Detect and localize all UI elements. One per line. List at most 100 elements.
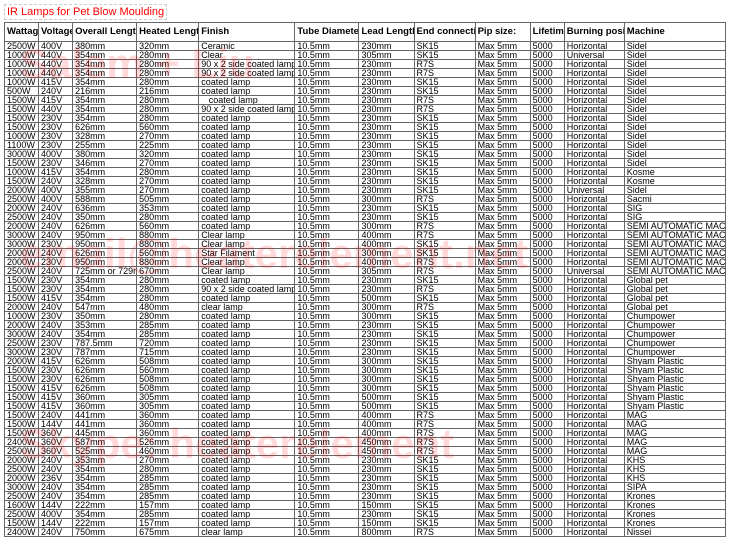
table-cell: coated lamp (199, 447, 295, 456)
table-cell: R7S (414, 411, 475, 420)
table-cell: 10.5mm (295, 330, 359, 339)
table-cell: coated lamp (199, 159, 295, 168)
table-cell: Max 5mm (475, 330, 530, 339)
table-cell: Max 5mm (475, 348, 530, 357)
table-cell: 305mm (137, 393, 199, 402)
table-cell: Max 5mm (475, 267, 530, 276)
table-cell: 3000W (5, 483, 39, 492)
table-cell: 547mm (73, 303, 137, 312)
table-cell: Max 5mm (475, 402, 530, 411)
table-cell: coated lamp (199, 276, 295, 285)
table-cell: coated lamp (199, 87, 295, 96)
table-cell: 5000 (530, 447, 564, 456)
table-row: 1100W230V255mm225mmcoated lamp10.5mm230m… (5, 141, 726, 150)
table-cell: Max 5mm (475, 447, 530, 456)
table-cell: coated lamp (199, 492, 295, 501)
table-cell: Horizontal (564, 258, 624, 267)
table-cell: Shyam Plastic (624, 366, 725, 375)
table-cell: Kosme (624, 168, 725, 177)
table-cell: Max 5mm (475, 312, 530, 321)
table-cell: Kosme (624, 177, 725, 186)
table-cell: 144V (39, 420, 73, 429)
table-cell: coated lamp (199, 321, 295, 330)
table-cell: 90 x 2 side coated lamp (199, 285, 295, 294)
table-header-row: WattageVoltageOverall LengthHeated Lengt… (5, 23, 726, 42)
table-row: 2400W360V587mm526mmcoated lamp10.5mm450m… (5, 438, 726, 447)
table-cell: SK15 (414, 339, 475, 348)
table-cell: 787mm (73, 348, 137, 357)
table-cell: 5000 (530, 78, 564, 87)
table-cell: 526mm (137, 438, 199, 447)
table-cell: Max 5mm (475, 438, 530, 447)
table-cell: 230V (39, 132, 73, 141)
table-cell: 354mm (73, 168, 137, 177)
table-cell: Horizontal (564, 510, 624, 519)
table-cell: 230V (39, 339, 73, 348)
table-cell: 230mm (359, 60, 414, 69)
table-cell: Sidel (624, 186, 725, 195)
table-cell: R7S (414, 429, 475, 438)
table-cell: 240V (39, 492, 73, 501)
table-cell: coated lamp (199, 375, 295, 384)
table-cell: Max 5mm (475, 114, 530, 123)
table-cell: 230mm (359, 456, 414, 465)
table-cell: 5000 (530, 69, 564, 78)
table-cell: Universal (564, 51, 624, 60)
table-cell: coated lamp (199, 168, 295, 177)
table-cell: R7S (414, 258, 475, 267)
table-cell: 285mm (137, 330, 199, 339)
table-cell: 230mm (359, 141, 414, 150)
table-cell: 380mm (73, 150, 137, 159)
table-cell: 320mm (137, 42, 199, 51)
table-cell: 230mm (359, 339, 414, 348)
table-cell: Max 5mm (475, 204, 530, 213)
table-cell: 144V (39, 501, 73, 510)
table-cell: 230mm (359, 132, 414, 141)
table-cell: 230mm (359, 159, 414, 168)
table-cell: 5000 (530, 501, 564, 510)
table-cell: Max 5mm (475, 231, 530, 240)
table-cell: 236V (39, 474, 73, 483)
table-row: 1000W415V354mm280mmcoated lamp10.5mm230m… (5, 78, 726, 87)
table-cell: 400V (39, 195, 73, 204)
table-cell: 150mm (359, 501, 414, 510)
table-cell: 10.5mm (295, 312, 359, 321)
table-row: 1500W230V626mm560mmcoated lamp10.5mm230m… (5, 123, 726, 132)
table-cell: 354mm (73, 96, 137, 105)
table-cell: 3000W (5, 240, 39, 249)
table-cell: 354mm (73, 465, 137, 474)
table-cell: Horizontal (564, 303, 624, 312)
table-cell: 353mm (137, 204, 199, 213)
table-cell: 400mm (359, 429, 414, 438)
table-cell: 10.5mm (295, 411, 359, 420)
table-cell: 230mm (359, 114, 414, 123)
table-cell: Horizontal (564, 87, 624, 96)
table-cell: SK15 (414, 294, 475, 303)
table-cell: R7S (414, 60, 475, 69)
table-cell: 5000 (530, 348, 564, 357)
table-cell: 10.5mm (295, 195, 359, 204)
table-cell: Universal (564, 267, 624, 276)
table-cell: 10.5mm (295, 222, 359, 231)
table-cell: SK15 (414, 132, 475, 141)
table-cell: 240V (39, 249, 73, 258)
table-cell: Horizontal (564, 240, 624, 249)
table-cell: 10.5mm (295, 204, 359, 213)
column-header: End connection (414, 23, 475, 42)
table-cell: Horizontal (564, 177, 624, 186)
table-cell: 5000 (530, 222, 564, 231)
table-cell: coated lamp (199, 438, 295, 447)
table-cell: 950mm (73, 240, 137, 249)
table-cell: 2500W (5, 465, 39, 474)
table-cell: 10.5mm (295, 447, 359, 456)
table-cell: Max 5mm (475, 429, 530, 438)
table-cell: 400mm (359, 231, 414, 240)
table-row: 3000W230V950mm880mmClear lamp10.5mm400mm… (5, 240, 726, 249)
table-cell: 508mm (137, 384, 199, 393)
table-cell: R7S (414, 195, 475, 204)
table-cell: 280mm (137, 51, 199, 60)
table-cell: Krones (624, 501, 725, 510)
table-cell: MAG (624, 438, 725, 447)
table-cell: 354mm (73, 78, 137, 87)
table-cell: 1500W (5, 105, 39, 114)
